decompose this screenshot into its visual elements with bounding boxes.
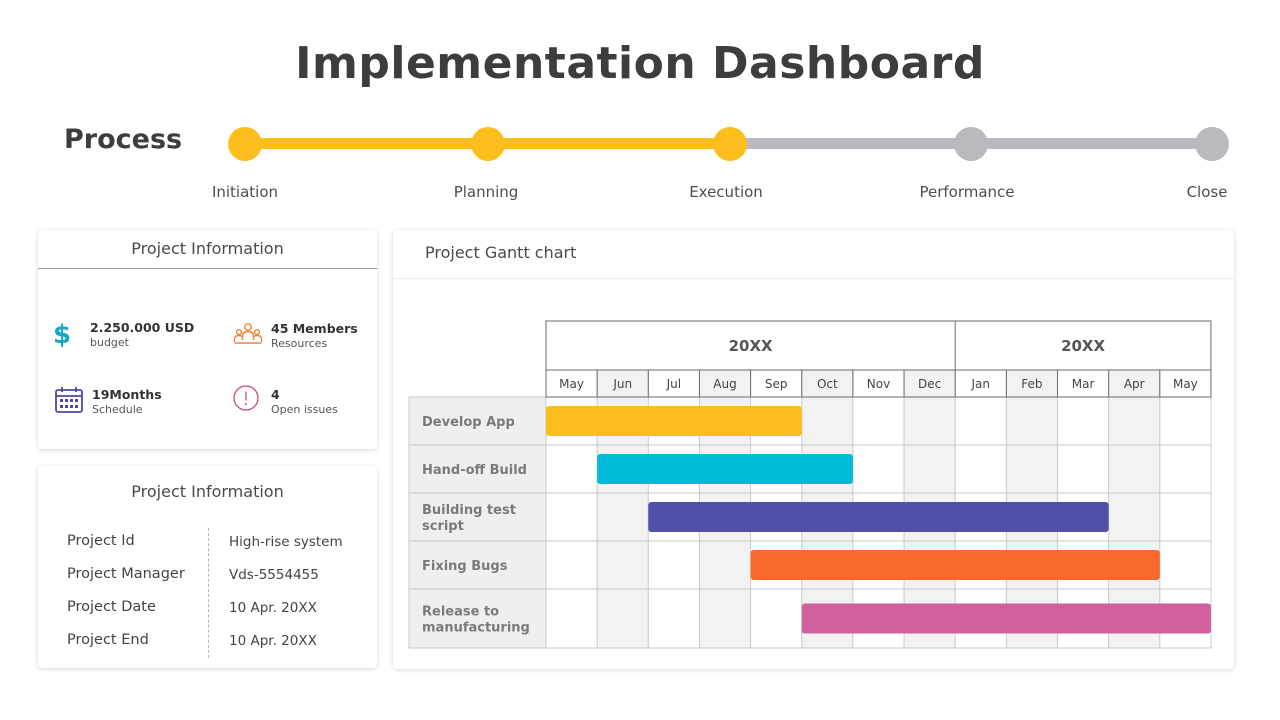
year-label: 20XX: [1061, 337, 1105, 355]
month-label: May: [1173, 377, 1198, 391]
month-label: Sep: [765, 377, 788, 391]
step-label-initiation: Initiation: [211, 183, 279, 201]
month-label: Dec: [918, 377, 941, 391]
task-label: Building test script: [422, 503, 516, 534]
project-manager-value: Vds-5554455: [229, 567, 319, 583]
project-date-value: 10 Apr. 20XX: [229, 600, 317, 616]
issues-caption: Open issues: [271, 403, 338, 416]
project-id-key: Project Id: [67, 533, 135, 549]
task-label: Release to manufacturing: [422, 605, 530, 636]
resources-caption: Resources: [271, 337, 328, 350]
task-label: Hand-off Build: [422, 463, 527, 478]
process-label: Process: [64, 124, 183, 155]
step-dot-initiation[interactable]: [228, 127, 262, 161]
gantt-bar: [801, 603, 1211, 634]
gantt-chart: 20XX 20XX May Jun Jul Aug Sep Oct Nov Dec Jan Feb Ma…: [408, 320, 1212, 649]
task-label: Develop App: [422, 415, 515, 430]
task-label: Fixing Bugs: [422, 559, 508, 574]
month-label: May: [559, 377, 584, 391]
step-dot-planning[interactable]: [471, 127, 505, 161]
project-end-value: 10 Apr. 20XX: [229, 633, 317, 649]
project-details-title: Project Information: [131, 482, 284, 501]
gantt-header-divider: [393, 278, 1234, 279]
gantt-bar: [750, 550, 1160, 580]
step-label-performance: Performance: [919, 183, 1015, 201]
project-info-card: Project Information $ 2.250.000 USD budg…: [38, 230, 377, 449]
month-label: Jun: [612, 377, 632, 391]
project-info-divider: [38, 268, 377, 269]
gantt-card: Project Gantt chart 20XX 20XX May Jun Jul Aug…: [393, 230, 1234, 669]
page-title: Implementation Dashboard: [295, 38, 985, 89]
month-label: Jul: [666, 377, 681, 391]
gantt-bar: [648, 502, 1109, 532]
project-id-value: High-rise system: [229, 534, 343, 550]
project-end-key: Project End: [67, 632, 149, 648]
step-label-close: Close: [1186, 183, 1228, 201]
task-label-column: [409, 397, 546, 648]
month-label: Jan: [971, 377, 991, 391]
project-date-key: Project Date: [67, 599, 156, 615]
step-dot-performance[interactable]: [954, 127, 988, 161]
gantt-title: Project Gantt chart: [425, 243, 577, 262]
gantt-bar: [546, 406, 802, 436]
month-label: Feb: [1021, 377, 1042, 391]
details-separator: [208, 528, 209, 658]
step-label-execution: Execution: [689, 183, 763, 201]
month-label: Apr: [1124, 377, 1145, 391]
issues-value: 4: [271, 387, 280, 402]
schedule-value: 19Months: [92, 387, 162, 402]
dollar-icon: $: [53, 320, 71, 348]
month-label: Aug: [713, 377, 736, 391]
step-dot-close[interactable]: [1195, 127, 1229, 161]
step-label-planning: Planning: [453, 183, 519, 201]
step-dot-execution[interactable]: [713, 127, 747, 161]
month-label: Mar: [1072, 377, 1095, 391]
team-icon: [233, 323, 263, 344]
budget-value: 2.250.000 USD: [90, 320, 195, 335]
month-label: Oct: [817, 377, 838, 391]
resources-value: 45 Members: [271, 321, 358, 336]
budget-caption: budget: [90, 336, 129, 349]
alert-icon: [233, 385, 259, 411]
project-manager-key: Project Manager: [67, 566, 185, 582]
gantt-bar: [597, 454, 853, 484]
month-label: Nov: [867, 377, 890, 391]
gantt-header-frame: [545, 320, 1212, 398]
project-details-card: Project Information Project Id High-rise…: [38, 466, 377, 668]
calendar-icon: [55, 387, 83, 413]
project-info-title: Project Information: [131, 239, 284, 258]
svg-text:$: $: [53, 320, 71, 348]
month-shade: [1108, 370, 1160, 648]
year-label: 20XX: [729, 337, 773, 355]
schedule-caption: Schedule: [92, 403, 143, 416]
